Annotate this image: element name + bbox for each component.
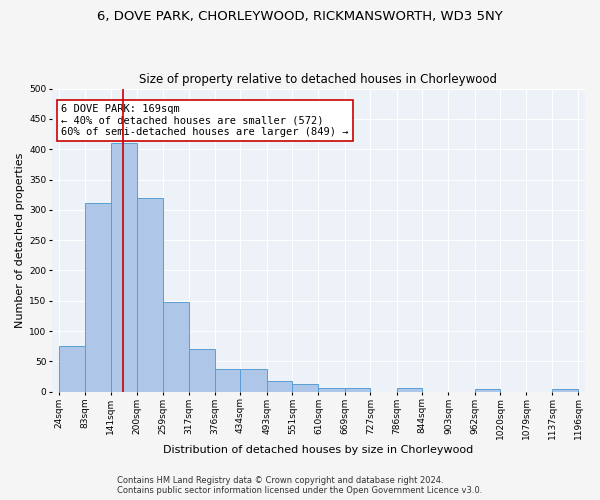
X-axis label: Distribution of detached houses by size in Chorleywood: Distribution of detached houses by size … bbox=[163, 445, 473, 455]
Bar bbox=[552, 388, 578, 392]
Bar bbox=[137, 198, 163, 392]
Text: Contains HM Land Registry data © Crown copyright and database right 2024.
Contai: Contains HM Land Registry data © Crown c… bbox=[118, 476, 482, 495]
Bar bbox=[110, 143, 137, 392]
Bar bbox=[292, 384, 319, 392]
Title: Size of property relative to detached houses in Chorleywood: Size of property relative to detached ho… bbox=[139, 73, 497, 86]
Text: 6, DOVE PARK, CHORLEYWOOD, RICKMANSWORTH, WD3 5NY: 6, DOVE PARK, CHORLEYWOOD, RICKMANSWORTH… bbox=[97, 10, 503, 23]
Bar bbox=[241, 370, 266, 392]
Bar bbox=[266, 381, 292, 392]
Text: 6 DOVE PARK: 169sqm
← 40% of detached houses are smaller (572)
60% of semi-detac: 6 DOVE PARK: 169sqm ← 40% of detached ho… bbox=[61, 104, 349, 137]
Bar bbox=[344, 388, 370, 392]
Bar bbox=[163, 302, 188, 392]
Bar bbox=[215, 370, 241, 392]
Bar bbox=[397, 388, 422, 392]
Bar bbox=[475, 388, 500, 392]
Bar bbox=[319, 388, 344, 392]
Bar bbox=[188, 350, 215, 392]
Bar bbox=[59, 346, 85, 392]
Y-axis label: Number of detached properties: Number of detached properties bbox=[15, 152, 25, 328]
Bar bbox=[85, 203, 110, 392]
